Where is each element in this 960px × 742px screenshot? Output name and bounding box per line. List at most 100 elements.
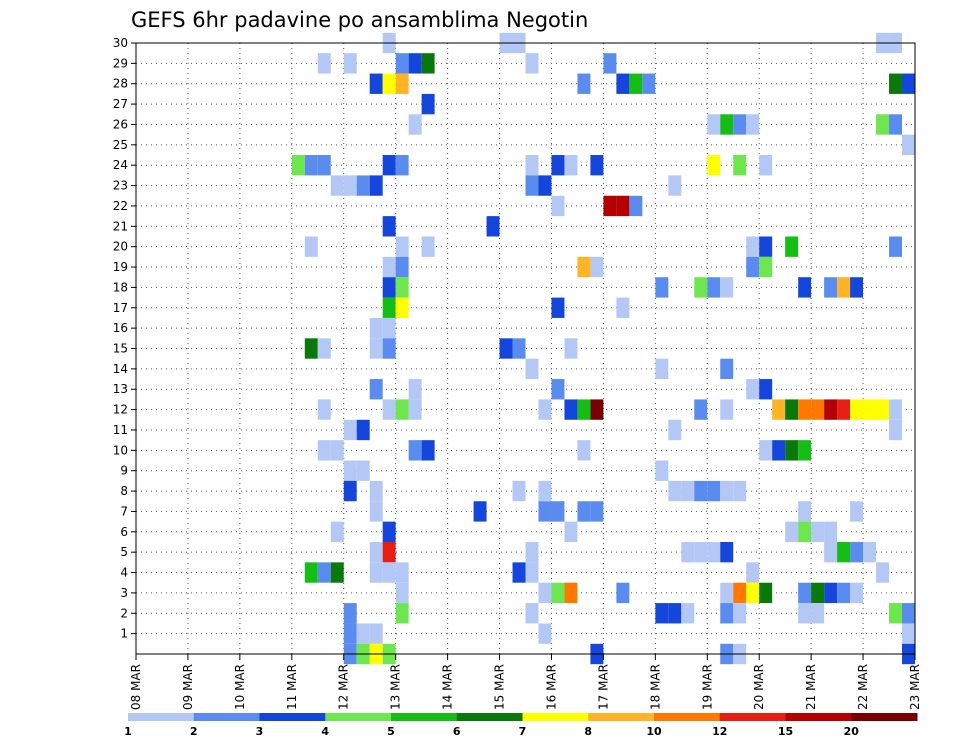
- colorbar-label: 20: [844, 725, 860, 738]
- heatmap-cell: [525, 155, 539, 176]
- heatmap-cell: [551, 501, 565, 522]
- colorbar-swatch: [719, 713, 786, 721]
- heatmap-cells: [291, 32, 915, 665]
- heatmap-cell: [694, 541, 708, 563]
- heatmap-cell: [382, 317, 396, 339]
- heatmap-cell: [330, 562, 344, 583]
- heatmap-cell: [603, 195, 617, 217]
- heatmap-cell: [577, 501, 591, 522]
- x-tick-label: 15 MAR: [493, 664, 507, 710]
- heatmap-cell: [759, 155, 773, 176]
- heatmap-cell: [798, 440, 812, 461]
- y-tick-label: 24: [113, 158, 128, 172]
- y-tick-label: 4: [120, 566, 128, 580]
- heatmap-cell: [655, 358, 669, 380]
- heatmap-cell: [421, 440, 435, 461]
- heatmap-cell: [746, 256, 760, 278]
- heatmap-cell: [408, 379, 422, 400]
- heatmap-cell: [525, 541, 539, 563]
- heatmap-cell: [369, 562, 383, 583]
- heatmap-cell: [317, 440, 331, 461]
- y-tick-label: 19: [113, 260, 128, 274]
- heatmap-cell: [317, 399, 331, 420]
- x-tick-label: 19 MAR: [700, 664, 714, 710]
- heatmap-cell: [551, 195, 565, 217]
- colorbar-label: 5: [387, 725, 395, 738]
- heatmap-cell: [525, 175, 539, 196]
- heatmap-cell: [421, 236, 435, 257]
- heatmap-cell: [811, 582, 825, 604]
- colorbar-swatch: [193, 713, 260, 721]
- colorbar-label: 10: [646, 725, 662, 738]
- heatmap-cell: [382, 541, 396, 563]
- heatmap-cell: [577, 399, 591, 420]
- colorbar-label: 15: [778, 725, 793, 738]
- heatmap-cell: [395, 277, 409, 298]
- heatmap-cell: [382, 562, 396, 583]
- heatmap-cell: [395, 53, 409, 74]
- heatmap-cell: [733, 155, 747, 176]
- y-tick-label: 9: [120, 464, 128, 478]
- colorbar-label: 4: [321, 725, 329, 738]
- y-tick-label: 6: [120, 525, 128, 539]
- heatmap-cell: [421, 93, 435, 115]
- heatmap-cell: [681, 603, 695, 624]
- heatmap-cell: [798, 582, 812, 604]
- heatmap-cell: [538, 399, 552, 420]
- x-tick-label: 18 MAR: [648, 664, 662, 710]
- x-tick-label: 14 MAR: [441, 664, 455, 710]
- y-tick-label: 21: [113, 219, 128, 233]
- heatmap-cell: [408, 114, 422, 135]
- heatmap-cell: [759, 582, 773, 604]
- heatmap-cell: [837, 582, 851, 604]
- heatmap-cell: [486, 216, 500, 237]
- heatmap-cell: [395, 297, 409, 318]
- heatmap-cell: [850, 501, 864, 522]
- heatmap-cell: [733, 480, 747, 502]
- heatmap-cell: [668, 175, 682, 196]
- heatmap-cell: [330, 175, 344, 196]
- heatmap-cell: [369, 501, 383, 522]
- heatmap-cell: [395, 399, 409, 420]
- heatmap-cell: [876, 562, 890, 583]
- y-tick-label: 11: [113, 423, 128, 437]
- x-tick-label: 16 MAR: [544, 664, 558, 710]
- heatmap-cell: [902, 623, 915, 644]
- x-tick-label: 23 MAR: [908, 664, 922, 710]
- heatmap-cell: [382, 297, 396, 318]
- heatmap-cell: [889, 73, 903, 94]
- y-tick-labels: 1234567891011121314151617181920212223242…: [113, 36, 136, 641]
- heatmap-cell: [772, 440, 786, 461]
- heatmap-cell: [382, 399, 396, 420]
- colorbar-swatch: [456, 713, 523, 721]
- y-tick-label: 16: [113, 321, 128, 335]
- heatmap-cell: [382, 256, 396, 278]
- heatmap-cell: [837, 277, 851, 298]
- heatmap-cell: [525, 358, 539, 380]
- heatmap-cell: [798, 603, 812, 624]
- y-tick-label: 17: [113, 301, 128, 315]
- heatmap-cell: [525, 53, 539, 74]
- heatmap-cell: [837, 541, 851, 563]
- heatmap-cell: [538, 480, 552, 502]
- heatmap-cell: [369, 541, 383, 563]
- x-tick-labels: 08 MAR 09 MAR 10 MAR 11 MAR 12 MAR 13 MAR 14 M…: [129, 654, 922, 710]
- y-tick-label: 26: [113, 117, 128, 131]
- x-tick-label: 13 MAR: [389, 664, 403, 710]
- heatmap-cell: [369, 73, 383, 94]
- heatmap-cell: [512, 480, 526, 502]
- heatmap-cell: [811, 521, 825, 542]
- heatmap-cell: [577, 440, 591, 461]
- heatmap-cell: [746, 114, 760, 135]
- heatmap-cell: [590, 501, 604, 522]
- heatmap-cell: [616, 195, 630, 217]
- y-tick-label: 7: [120, 504, 128, 518]
- heatmap-cell: [382, 338, 396, 359]
- colorbar-label: 2: [190, 725, 198, 738]
- heatmap-cell: [304, 338, 318, 359]
- heatmap-cell: [369, 623, 383, 644]
- heatmap-cell: [889, 114, 903, 135]
- heatmap-cell: [694, 277, 708, 298]
- heatmap-cell: [408, 53, 422, 74]
- heatmap-cell: [707, 480, 721, 502]
